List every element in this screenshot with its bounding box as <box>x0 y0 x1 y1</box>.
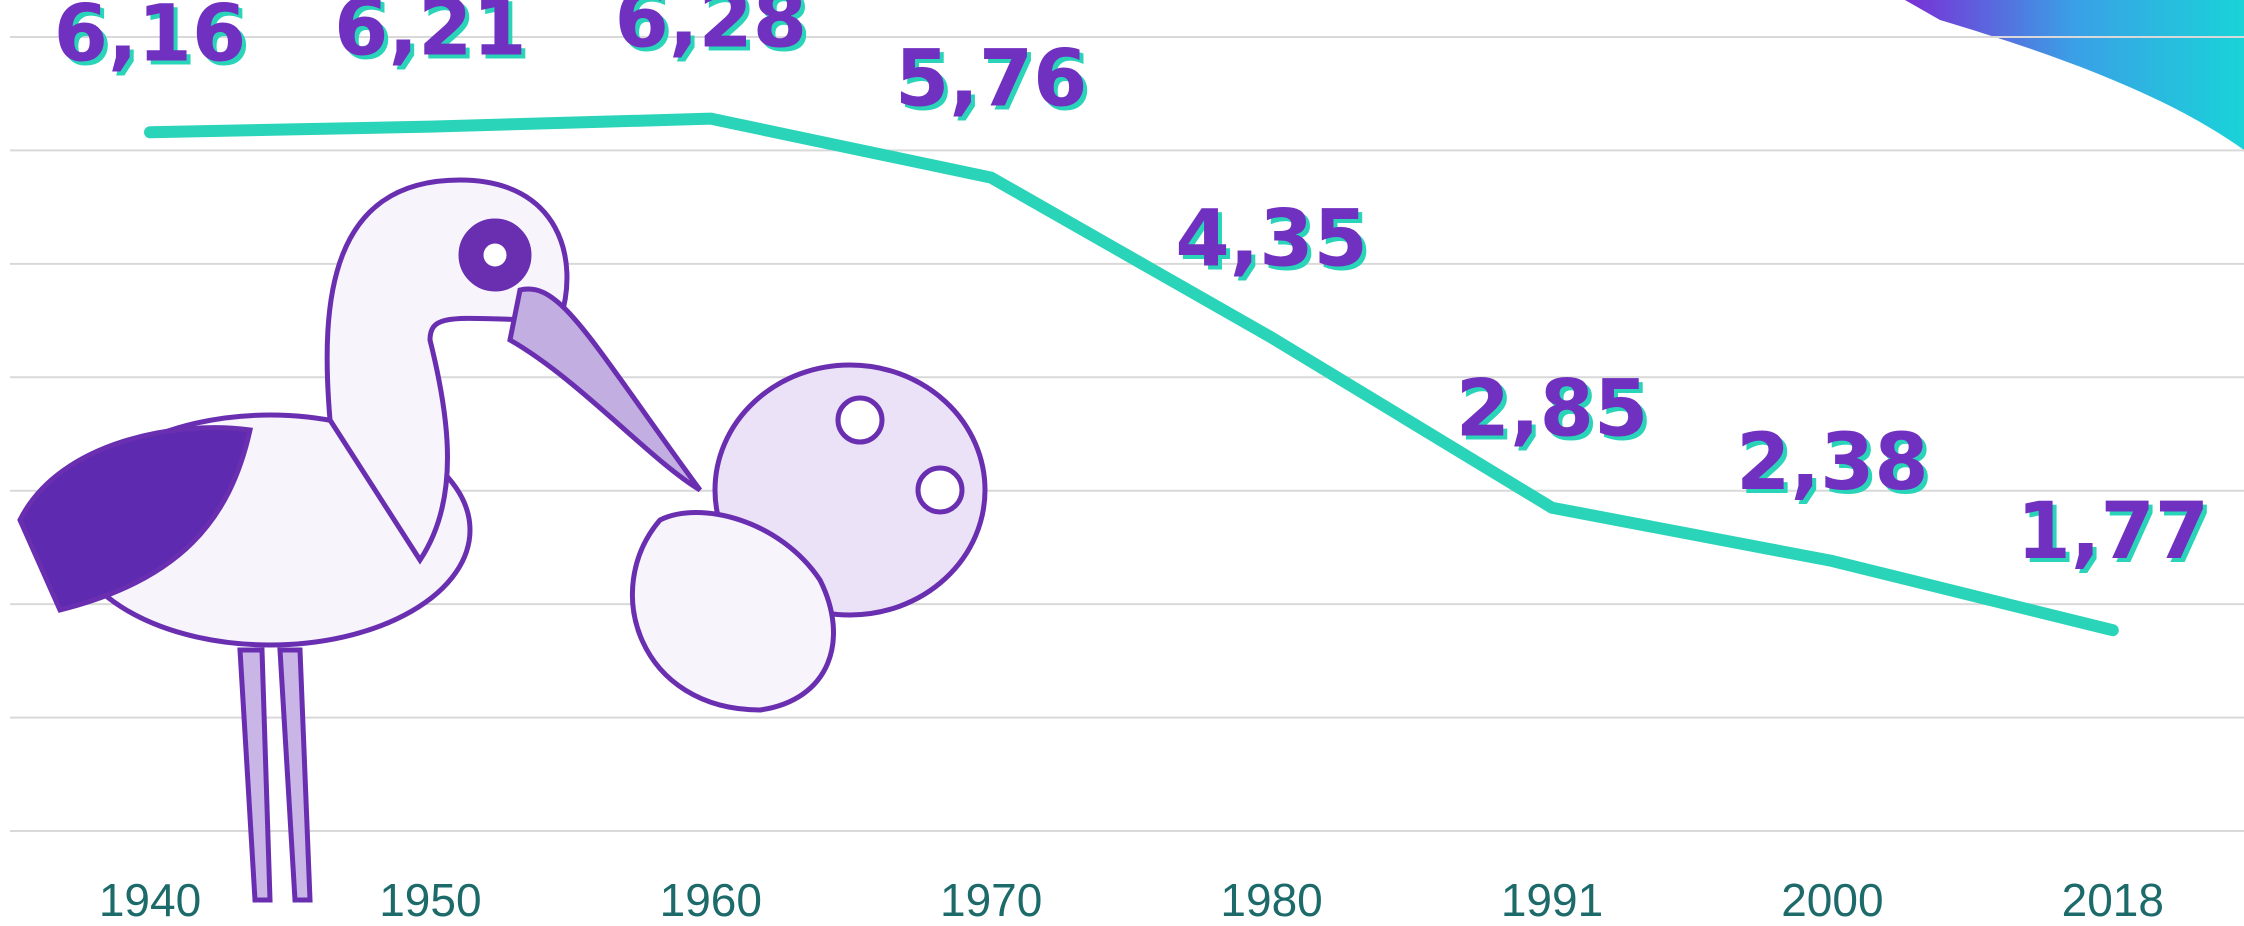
x-tick-label: 1991 <box>1501 874 1603 926</box>
x-tick-label: 1960 <box>660 874 762 926</box>
x-tick-label: 2018 <box>2062 874 2164 926</box>
value-label: 4,35 <box>1175 195 1367 285</box>
value-label: 6,16 <box>54 0 246 79</box>
value-label: 6,28 <box>615 0 807 66</box>
x-tick-label: 1970 <box>940 874 1042 926</box>
stork-illustration <box>20 180 985 900</box>
value-label: 2,85 <box>1456 365 1648 455</box>
value-label: 6,21 <box>334 0 526 74</box>
x-tick-label: 1940 <box>99 874 201 926</box>
decoration <box>1905 0 2244 150</box>
x-tick-label: 1950 <box>379 874 481 926</box>
value-label: 1,77 <box>2017 487 2209 577</box>
chart: 6,166,166,216,216,286,285,765,764,354,35… <box>0 0 2244 926</box>
value-label: 2,38 <box>1736 418 1928 508</box>
value-label: 5,76 <box>895 35 1087 125</box>
x-tick-label: 1980 <box>1220 874 1322 926</box>
x-tick-label: 2000 <box>1781 874 1883 926</box>
